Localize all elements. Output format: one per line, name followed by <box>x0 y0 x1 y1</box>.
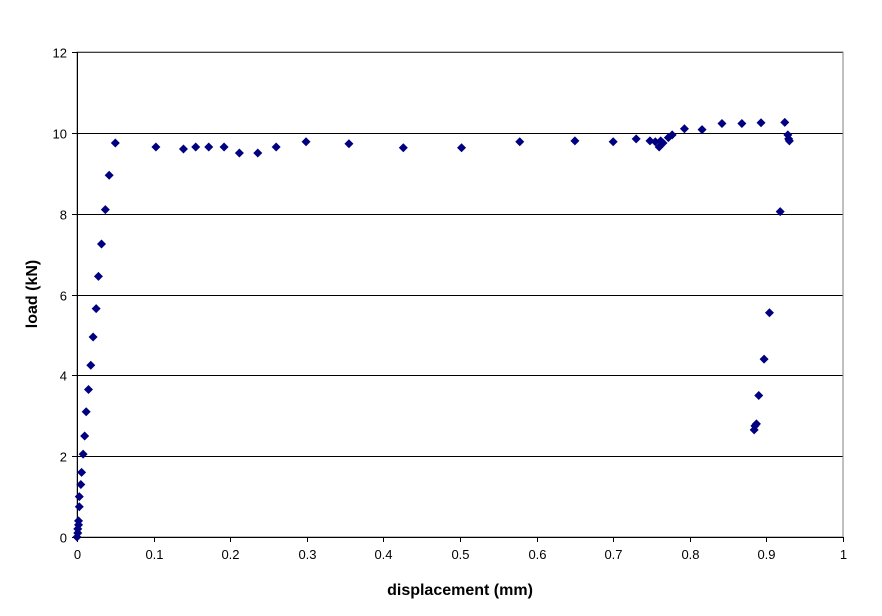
data-point <box>756 118 766 128</box>
data-point <box>74 502 84 512</box>
data-point <box>457 143 467 153</box>
y-tick-label: 10 <box>53 127 67 142</box>
y-tick-label: 0 <box>60 531 67 546</box>
data-point <box>81 407 91 417</box>
data-point <box>178 144 188 154</box>
data-point <box>775 207 785 217</box>
data-point <box>110 138 120 148</box>
data-points <box>72 117 794 542</box>
data-point <box>679 124 689 134</box>
data-point <box>100 205 110 215</box>
data-point <box>219 142 229 152</box>
gridlines <box>77 52 843 457</box>
data-point <box>344 139 354 149</box>
data-point <box>88 332 98 342</box>
data-point <box>191 142 201 152</box>
x-tick-label: 0.1 <box>145 547 163 562</box>
x-tick-label: 0 <box>74 547 81 562</box>
x-tick-label: 0.3 <box>298 547 316 562</box>
y-tick-label: 6 <box>60 289 67 304</box>
data-point <box>204 142 214 152</box>
data-point <box>78 449 88 459</box>
y-tick-label: 8 <box>60 208 67 223</box>
y-tick-label: 4 <box>60 369 67 384</box>
data-point <box>398 143 408 153</box>
data-point <box>104 170 114 180</box>
data-point <box>76 479 86 489</box>
data-point <box>759 354 769 364</box>
data-point <box>151 142 161 152</box>
data-point <box>74 516 84 526</box>
x-tick-label: 0.9 <box>757 547 775 562</box>
data-point <box>515 137 525 147</box>
x-tick-label: 0.7 <box>604 547 622 562</box>
data-point <box>749 425 759 435</box>
data-point <box>754 391 764 401</box>
data-point <box>80 431 90 441</box>
data-point <box>667 130 677 140</box>
y-tick-label: 12 <box>53 46 67 61</box>
x-tick-label: 0.6 <box>528 547 546 562</box>
data-point <box>74 492 84 502</box>
y-axis-label: load (kN) <box>24 260 41 328</box>
tick-labels: 0 2 4 6 8 10 12 0 0.1 0.2 0.3 0.4 0.5 0.6 0.7 0.8 0.9 1 <box>53 46 848 563</box>
data-point <box>234 148 244 158</box>
axes <box>72 52 844 542</box>
data-point <box>697 125 707 135</box>
x-tick-label: 0.8 <box>681 547 699 562</box>
data-point <box>86 360 96 370</box>
data-point <box>764 308 774 318</box>
data-point <box>658 138 668 148</box>
data-point <box>631 134 641 144</box>
data-point <box>717 119 727 129</box>
data-point <box>93 271 103 281</box>
x-tick-label: 0.5 <box>451 547 469 562</box>
data-point <box>645 136 655 146</box>
data-point <box>271 142 281 152</box>
data-point <box>780 117 790 127</box>
data-point <box>608 137 618 147</box>
data-point <box>570 136 580 146</box>
data-point <box>784 134 794 144</box>
data-point <box>97 239 107 249</box>
y-tick-label: 2 <box>60 450 67 465</box>
data-point <box>91 304 101 314</box>
x-tick-label: 0.4 <box>374 547 392 562</box>
data-point <box>650 137 660 147</box>
x-tick-label: 0.2 <box>221 547 239 562</box>
data-point <box>77 467 87 477</box>
data-point <box>737 119 747 129</box>
data-point <box>301 137 311 147</box>
data-point <box>83 384 93 394</box>
plot-area <box>76 51 844 538</box>
data-point <box>253 148 263 158</box>
x-tick-label: 1 <box>840 547 847 562</box>
x-axis-label: displacement (mm) <box>387 582 533 599</box>
